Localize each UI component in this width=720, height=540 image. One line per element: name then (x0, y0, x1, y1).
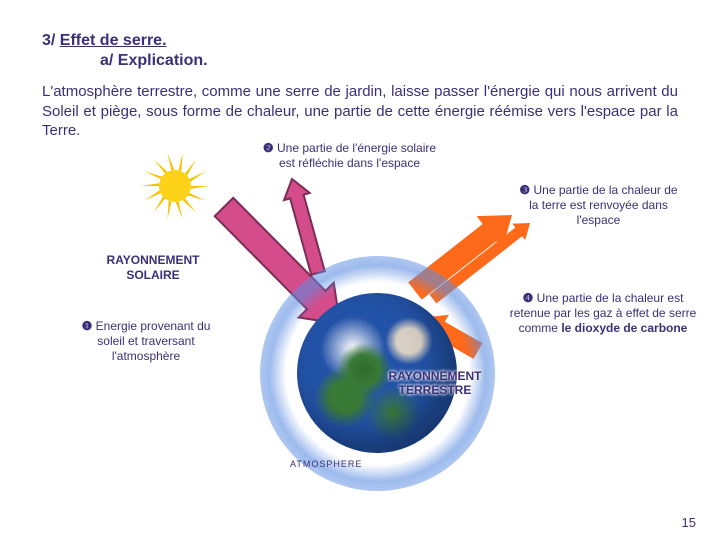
step-4-bold: le dioxyde de carbone (561, 321, 687, 335)
step-2-text: Une partie de l'énergie solaire est réfl… (277, 141, 436, 170)
label-step-2: ❷ Une partie de l'énergie solaire est ré… (262, 141, 437, 171)
heading-line-2: a/ Explication. (100, 52, 678, 70)
label-rayonnement-terrestre: RAYONNEMENT TERRESTRE (370, 369, 500, 397)
label-step-3: ❸ Une partie de la chaleur de la terre e… (516, 183, 681, 228)
heading-underlined: Effet de serre. (60, 32, 167, 49)
greenhouse-diagram: RAYONNEMENT SOLAIRE ❶ Energie provenant … (0, 141, 720, 521)
step-number-2: ❷ (263, 141, 274, 155)
label-atmosphere: ATMOSPHERE (290, 459, 362, 469)
heading-block: 3/ Effet de serre. a/ Explication. (0, 0, 720, 78)
intro-paragraph: L'atmosphère terrestre, comme une serre … (0, 78, 720, 141)
step-number-4: ❹ (523, 291, 534, 305)
step-1-text: Energie provenant du soleil et traversan… (96, 319, 211, 363)
label-rayonnement-solaire: RAYONNEMENT SOLAIRE (88, 253, 218, 283)
label-step-4: ❹ Une partie de la chaleur est retenue p… (508, 291, 698, 336)
step-number-1: ❶ (82, 319, 93, 333)
page-number: 15 (682, 515, 696, 530)
heading-prefix: 3/ (42, 32, 60, 49)
heading-line-1: 3/ Effet de serre. (42, 32, 678, 50)
label-step-1: ❶ Energie provenant du soleil et travers… (76, 319, 216, 364)
step-number-3: ❸ (519, 183, 530, 197)
step-3-text: Une partie de la chaleur de la terre est… (529, 183, 677, 227)
